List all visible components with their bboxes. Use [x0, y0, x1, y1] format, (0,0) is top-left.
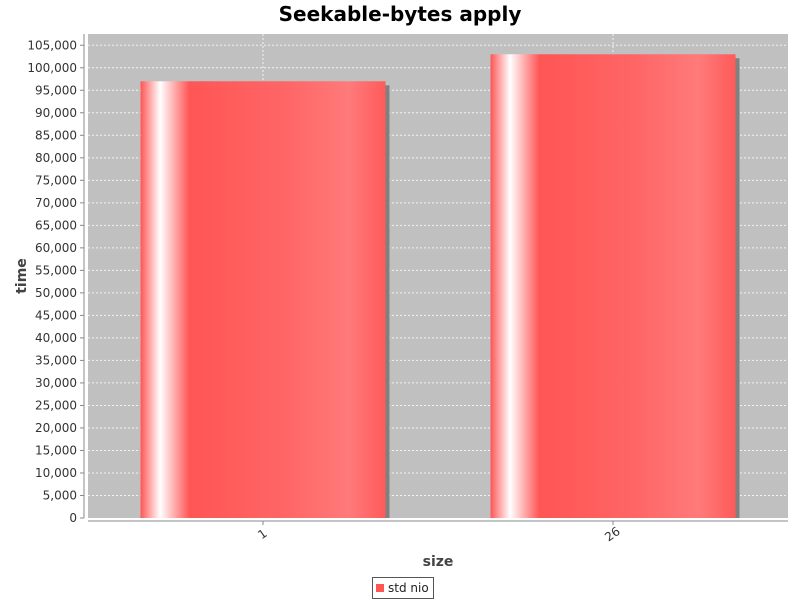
y-tick-label: 60,000 — [35, 241, 77, 255]
y-tick-label: 70,000 — [35, 196, 77, 210]
y-tick-label: 0 — [69, 511, 77, 525]
y-tick-label: 75,000 — [35, 173, 77, 187]
legend-swatch — [376, 584, 384, 592]
y-axis-title: time — [14, 258, 30, 294]
y-tick-label: 80,000 — [35, 151, 77, 165]
y-tick-label: 95,000 — [35, 83, 77, 97]
y-tick-label: 45,000 — [35, 308, 77, 322]
y-tick-label: 20,000 — [35, 421, 77, 435]
y-tick-label: 30,000 — [35, 376, 77, 390]
x-axis-title: size — [423, 554, 454, 570]
y-tick-label: 85,000 — [35, 128, 77, 142]
y-tick-label: 65,000 — [35, 218, 77, 232]
y-tick-label: 40,000 — [35, 331, 77, 345]
chart-title: Seekable-bytes apply — [278, 2, 522, 26]
y-tick-label: 25,000 — [35, 398, 77, 412]
y-tick-label: 50,000 — [35, 286, 77, 300]
y-tick-label: 90,000 — [35, 106, 77, 120]
bar — [490, 54, 736, 518]
y-tick-label: 100,000 — [27, 61, 77, 75]
y-tick-labels: 0 5,000 10,000 15,000 20,000 25,000 30,000 35,0… — [27, 38, 77, 525]
y-tick-label: 105,000 — [27, 38, 77, 52]
legend-label: std nio — [388, 581, 429, 595]
x-tick-label: 26 — [602, 524, 623, 544]
bars — [140, 54, 740, 519]
y-tick-label: 35,000 — [35, 353, 77, 367]
legend: std nio — [372, 577, 434, 599]
bar — [140, 81, 386, 519]
y-tick-label: 55,000 — [35, 263, 77, 277]
y-tick-label: 5,000 — [43, 488, 77, 502]
axes — [80, 34, 788, 525]
y-tick-label: 15,000 — [35, 443, 77, 457]
y-tick-label: 10,000 — [35, 466, 77, 480]
x-tick-label: 1 — [255, 526, 269, 542]
x-tick-labels: 1 26 — [255, 524, 622, 544]
